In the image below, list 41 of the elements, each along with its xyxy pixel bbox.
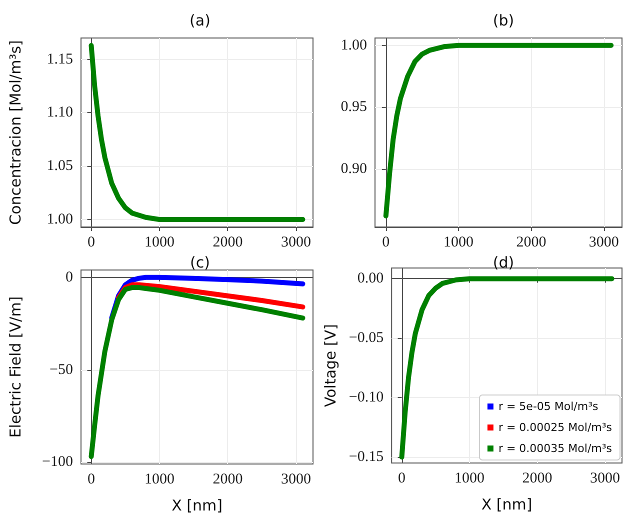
chart-title: (d) (492, 254, 514, 272)
x-tick-label: 3000 (280, 234, 311, 250)
x-tick-label: 0 (87, 472, 95, 488)
x-tick-label: 1000 (144, 472, 174, 488)
x-tick-label: 2000 (212, 472, 243, 488)
y-tick-label: 1.05 (46, 158, 73, 174)
y-tick-label: 0.95 (340, 99, 367, 116)
x-tick-label: 1000 (144, 234, 174, 250)
x-tick-label: 3000 (588, 234, 619, 250)
x-tick-label: 3000 (590, 470, 620, 486)
y-axis-title: Voltage [V] (322, 324, 340, 407)
y-tick-label: 1.10 (46, 104, 73, 121)
y-axis-title: Concentracion [Mol/m³s] (6, 40, 24, 225)
x-tick-label: 1000 (454, 470, 485, 486)
y-tick-label: −0.05 (348, 330, 384, 346)
x-axis-title: X [nm] (481, 496, 532, 514)
y-axis-title: Electric Field [V/m] (6, 296, 24, 438)
y-tick-label: −100 (42, 454, 73, 470)
chart-title: (b) (492, 12, 514, 30)
x-axis-title: X [nm] (172, 496, 222, 514)
y-tick-label: −50 (50, 362, 73, 378)
y-tick-label: 0 (66, 269, 73, 286)
x-tick-label: 1000 (444, 234, 474, 250)
y-tick-label: 1.00 (340, 37, 367, 54)
x-tick-label: 2000 (212, 234, 243, 250)
legend-label: r = 5e-05 Mol/m³s (498, 400, 599, 413)
y-tick-label: −0.15 (348, 449, 384, 466)
y-tick-label: 1.00 (46, 212, 73, 228)
chart-title: (c) (190, 254, 210, 272)
y-tick-label: −0.10 (348, 390, 384, 406)
chart-title: (a) (190, 12, 210, 30)
x-tick-label: 2000 (516, 234, 546, 250)
x-tick-label: 2000 (522, 470, 552, 486)
x-tick-label: 3000 (280, 472, 311, 488)
legend-label: r = 0.00025 Mol/m³s (498, 421, 612, 434)
y-tick-label: 0.90 (340, 160, 367, 177)
y-tick-label: 1.15 (46, 51, 73, 68)
x-tick-label: 0 (87, 234, 95, 250)
y-tick-label: 0.00 (357, 270, 384, 287)
legend-label: r = 0.00035 Mol/m³s (498, 442, 612, 455)
x-tick-label: 0 (398, 470, 406, 486)
